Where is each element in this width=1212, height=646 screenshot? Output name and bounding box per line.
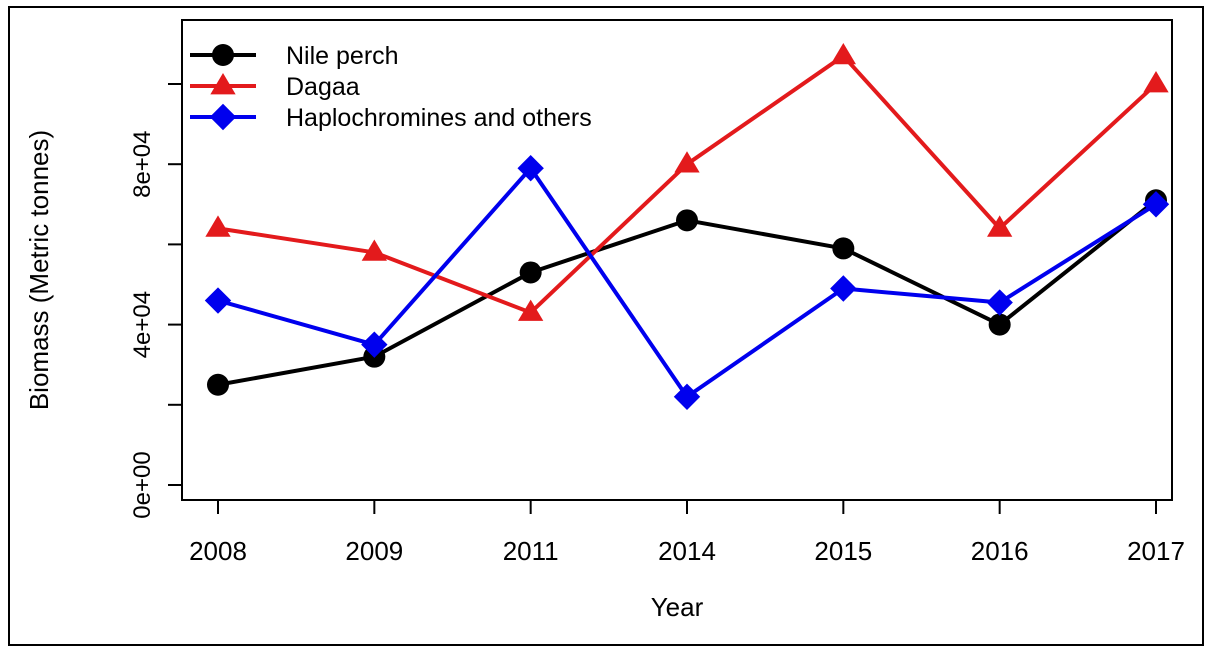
data-point — [1142, 191, 1170, 218]
data-point — [207, 373, 229, 396]
data-point — [519, 261, 542, 284]
legend-marker — [212, 44, 234, 66]
data-point — [205, 215, 231, 237]
x-axis-label: Year — [651, 592, 704, 617]
data-point — [830, 42, 856, 65]
x-axis: 2008 2009 2011 2014 2015 2016 2017 — [189, 500, 1185, 566]
series-dagaa — [205, 42, 1169, 321]
data-point — [361, 331, 388, 358]
data-point — [986, 289, 1013, 316]
x-tick-label: 2016 — [971, 536, 1029, 566]
data-point — [518, 299, 544, 321]
data-point — [830, 275, 857, 302]
x-tick-label: 2017 — [1127, 536, 1185, 566]
data-point — [517, 155, 544, 182]
series-haplochromines-and-others — [204, 155, 1170, 410]
x-tick-label: 2015 — [814, 536, 872, 566]
legend-label: Dagaa — [286, 73, 360, 101]
x-tick-label: 2009 — [345, 536, 403, 566]
series-line — [217, 166, 1158, 399]
legend: Nile perch Dagaa Haplochromines and others — [190, 42, 592, 132]
legend-label: Nile perch — [286, 42, 399, 70]
data-point — [361, 239, 387, 261]
data-point — [1143, 71, 1169, 93]
legend-label: Haplochromines and others — [286, 104, 592, 132]
y-tick-label: 0e+00 — [129, 451, 156, 518]
legend-marker — [210, 73, 236, 95]
data-point — [673, 383, 701, 410]
series-layer — [204, 42, 1170, 410]
series-nile-perch — [207, 189, 1167, 396]
plot-area — [181, 19, 1173, 501]
data-point — [987, 215, 1013, 237]
y-tick-label: 4e+04 — [129, 291, 156, 358]
y-tick-label: 8e+04 — [129, 130, 156, 197]
data-point — [204, 287, 232, 314]
x-tick-label: 2011 — [503, 536, 559, 566]
data-point — [832, 237, 855, 260]
x-tick-label: 2014 — [658, 536, 716, 566]
x-tick-label: 2008 — [189, 536, 247, 566]
y-axis-label: Biomass (Metric tonnes) — [24, 130, 54, 410]
legend-marker — [209, 103, 237, 131]
data-point — [988, 313, 1011, 336]
line-chart: 0e+00 4e+04 8e+04 2008 2009 2011 2014 2015 2016… — [24, 19, 1185, 617]
data-point — [676, 209, 698, 232]
data-point — [674, 151, 700, 173]
legend-item: Haplochromines and others — [190, 103, 592, 132]
y-axis: 0e+00 4e+04 8e+04 — [129, 83, 182, 519]
legend-item: Nile perch — [190, 42, 399, 70]
legend-item: Dagaa — [190, 73, 360, 101]
